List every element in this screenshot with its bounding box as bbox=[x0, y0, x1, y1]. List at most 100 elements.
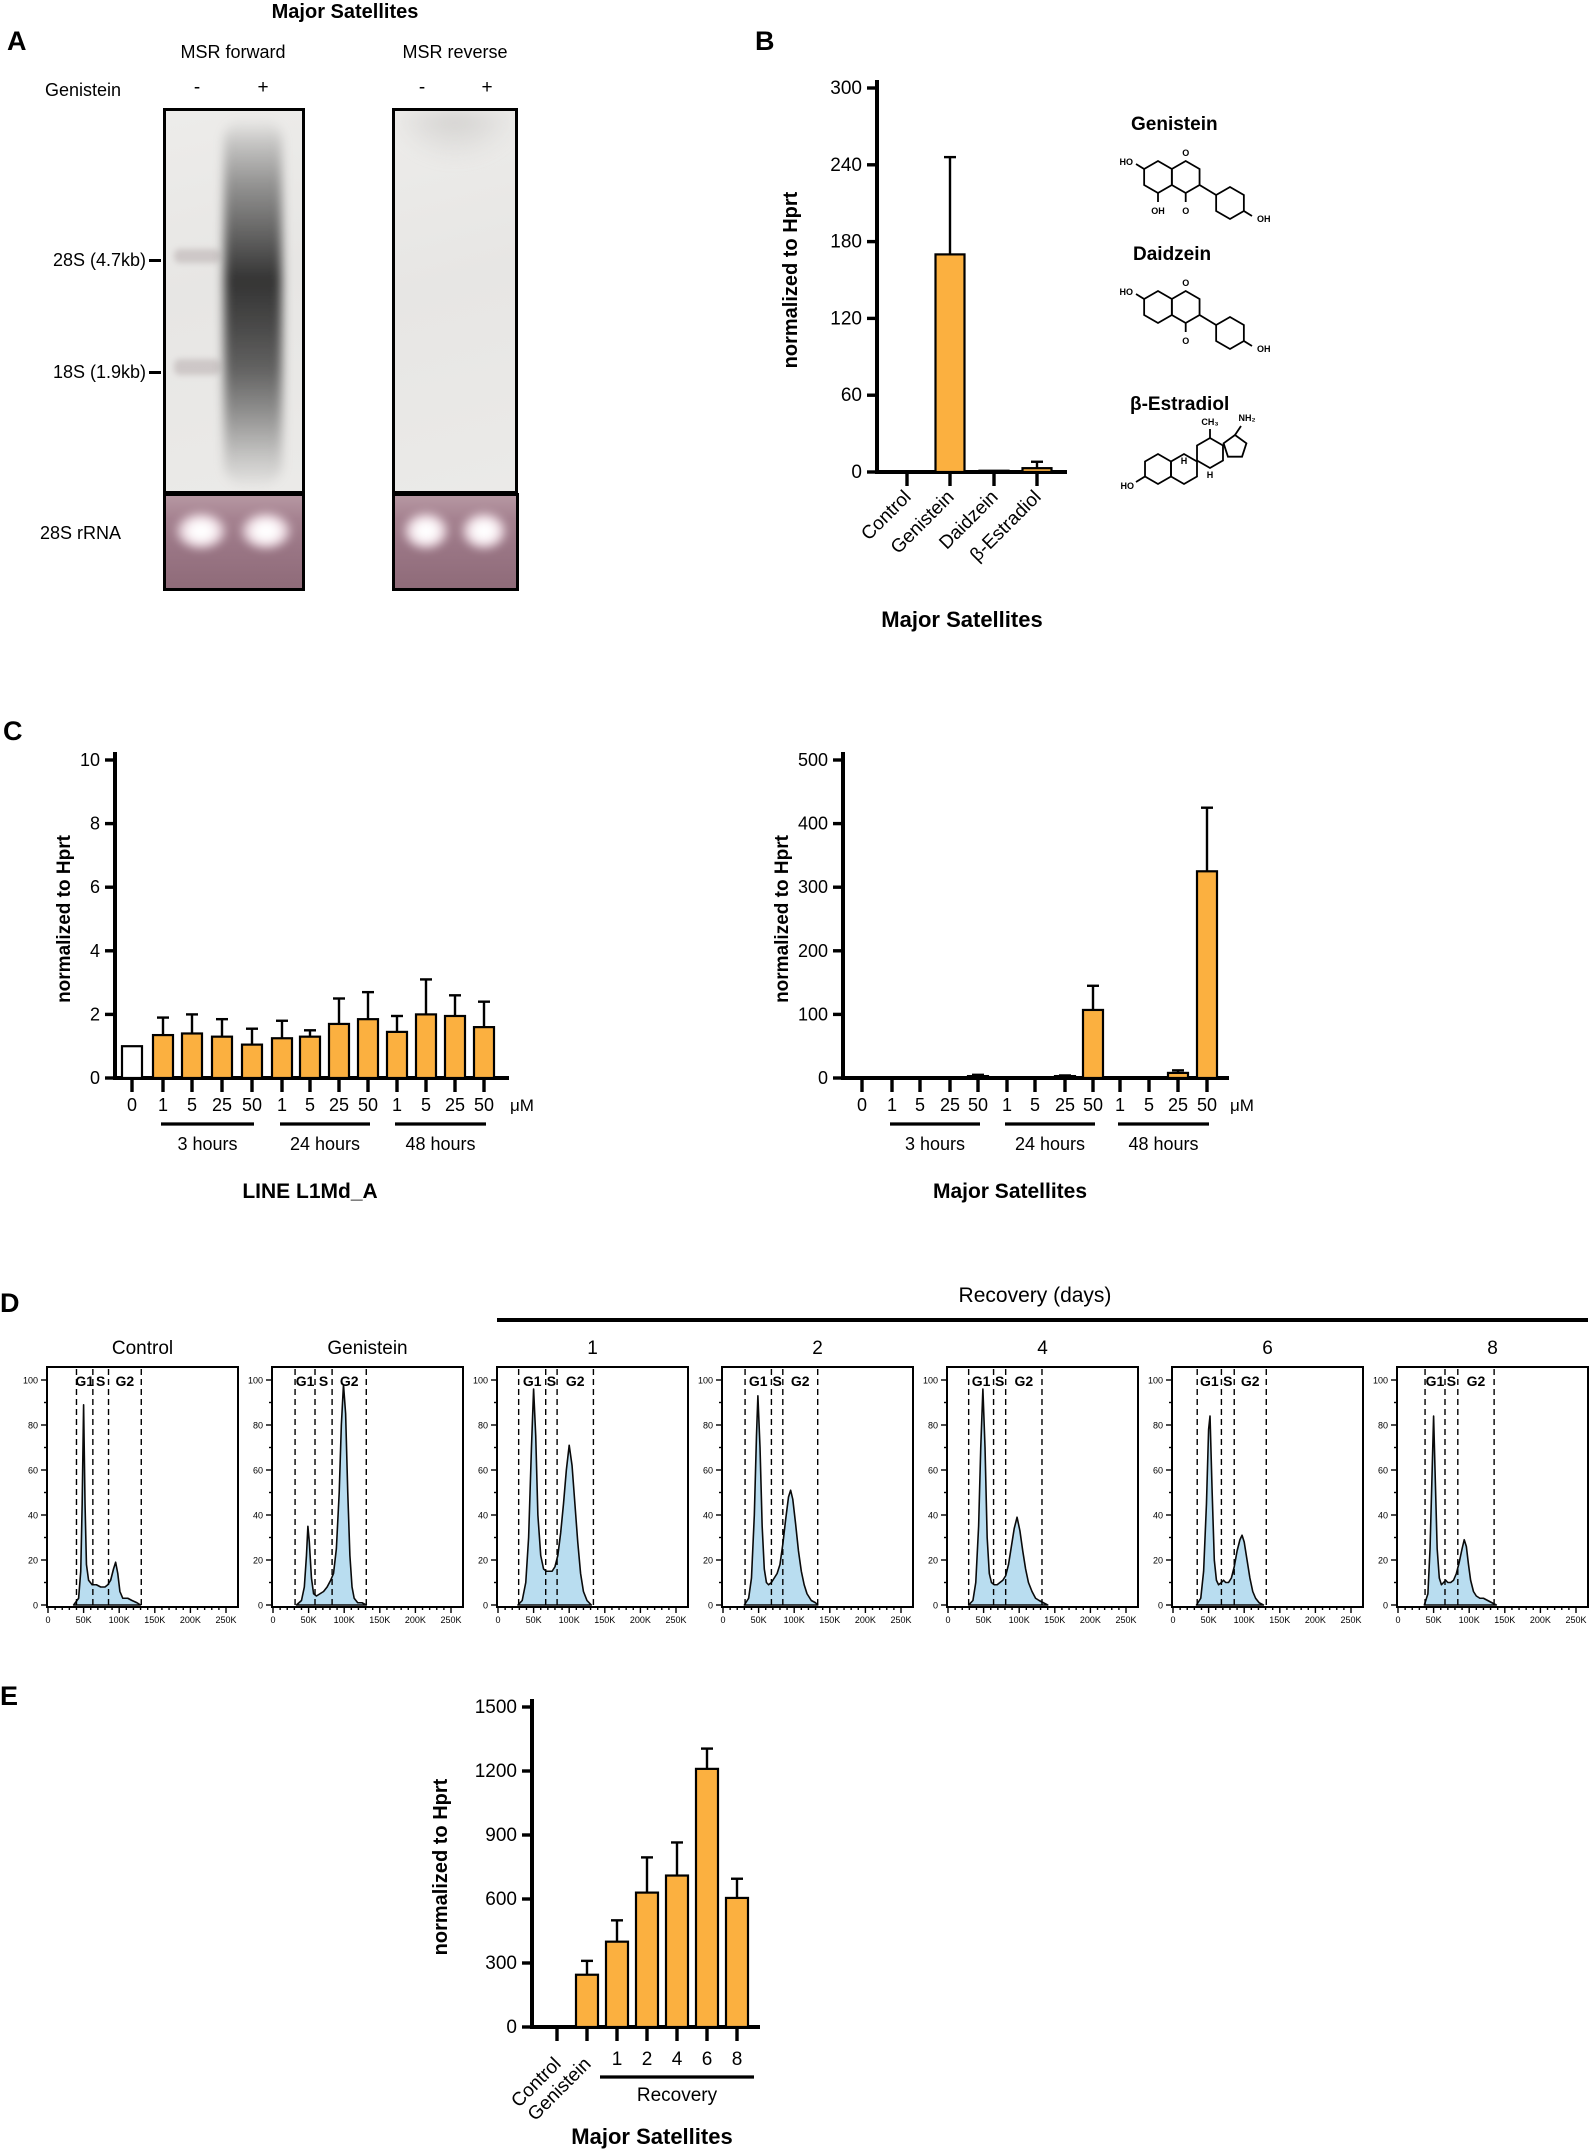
svg-text:5: 5 bbox=[915, 1095, 925, 1115]
subplot-title: Genistein bbox=[327, 1338, 407, 1359]
svg-text:25: 25 bbox=[212, 1095, 232, 1115]
svg-text:80: 80 bbox=[28, 1421, 38, 1431]
dna-content-histogram bbox=[295, 1383, 368, 1606]
blot-shade bbox=[395, 111, 515, 181]
svg-text:80: 80 bbox=[1153, 1421, 1163, 1431]
bars bbox=[880, 806, 1219, 1080]
svg-text:150K: 150K bbox=[1044, 1615, 1065, 1625]
group-bracket: 24 hours bbox=[1005, 1122, 1095, 1154]
svg-text:0: 0 bbox=[857, 1095, 867, 1115]
panel-b-bar-chart: normalized to Hprt 0 60 120 180 240 300 Control… bbox=[780, 78, 1067, 632]
gate-label: S bbox=[319, 1373, 328, 1389]
svg-text:50K: 50K bbox=[301, 1615, 317, 1625]
svg-text:200K: 200K bbox=[855, 1615, 876, 1625]
atom-label: HO bbox=[1120, 287, 1134, 297]
cell-cycle-gates: G1 S G2 bbox=[294, 1369, 367, 1607]
subplot-title: 8 bbox=[1487, 1338, 1498, 1359]
x-axis: 0 50K 100K 150K 200K 250K bbox=[720, 1607, 912, 1625]
svg-text:0: 0 bbox=[483, 1601, 488, 1611]
plus-sign: + bbox=[257, 77, 269, 98]
group-bracket: 24 hours bbox=[280, 1122, 370, 1154]
faint-band bbox=[174, 249, 220, 263]
x-axis: 0 50K 100K 150K 200K 250K bbox=[1170, 1607, 1362, 1625]
gate-label: G1 bbox=[1200, 1373, 1219, 1389]
svg-text:1: 1 bbox=[158, 1095, 168, 1115]
subplot-title: 6 bbox=[1262, 1338, 1273, 1359]
y-axis-label: normalized to Hprt bbox=[430, 1778, 452, 1955]
svg-text:150K: 150K bbox=[369, 1615, 390, 1625]
gate-label: G2 bbox=[1014, 1373, 1033, 1389]
group-bracket: 48 hours bbox=[1118, 1122, 1209, 1154]
dna-content-histogram bbox=[1195, 1415, 1265, 1606]
bars bbox=[934, 155, 1053, 474]
panel-a-label: A bbox=[7, 26, 27, 56]
x-axis bbox=[530, 2025, 760, 2041]
svg-text:60: 60 bbox=[928, 1466, 938, 1476]
svg-text:20: 20 bbox=[703, 1556, 713, 1566]
atom-label: H bbox=[1207, 470, 1214, 480]
x-axis bbox=[113, 1076, 509, 1092]
recovery-days-line bbox=[497, 1318, 1588, 1322]
svg-text:25: 25 bbox=[445, 1095, 465, 1115]
marker-tick bbox=[149, 259, 161, 262]
svg-text:1: 1 bbox=[1115, 1095, 1125, 1115]
svg-text:80: 80 bbox=[928, 1421, 938, 1431]
gate-label: G1 bbox=[1426, 1373, 1445, 1389]
svg-text:0: 0 bbox=[90, 1068, 100, 1088]
marker-28s-label: 28S (4.7kb) bbox=[52, 250, 146, 270]
cell-cycle-gates: G1 S G2 bbox=[744, 1369, 819, 1607]
svg-text:48 hours: 48 hours bbox=[405, 1134, 475, 1154]
svg-text:5: 5 bbox=[1030, 1095, 1040, 1115]
svg-text:0: 0 bbox=[45, 1615, 50, 1625]
svg-text:50: 50 bbox=[1083, 1095, 1103, 1115]
atom-label: O bbox=[1182, 336, 1189, 346]
atom-label: O bbox=[1182, 278, 1189, 288]
svg-text:0: 0 bbox=[1158, 1601, 1163, 1611]
svg-text:200K: 200K bbox=[1530, 1615, 1551, 1625]
svg-text:300: 300 bbox=[485, 1953, 517, 1974]
svg-text:2: 2 bbox=[642, 2049, 653, 2070]
gate-label: G2 bbox=[1241, 1373, 1260, 1389]
y-axis: 0 300 600 900 1200 1500 bbox=[475, 1697, 534, 2038]
x-axis: 0 50K 100K 150K 200K 250K bbox=[270, 1607, 462, 1625]
cell-cycle-gates: G1 S G2 bbox=[967, 1369, 1043, 1607]
chart-title: Major Satellites bbox=[881, 607, 1042, 632]
svg-text:120: 120 bbox=[830, 308, 862, 329]
unit-label: μM bbox=[1230, 1096, 1254, 1115]
svg-text:80: 80 bbox=[703, 1421, 713, 1431]
loading-gel-reverse bbox=[392, 493, 519, 591]
svg-text:40: 40 bbox=[928, 1511, 938, 1521]
panel-a-title: Major Satellites bbox=[271, 1, 419, 23]
svg-text:250K: 250K bbox=[440, 1615, 461, 1625]
subplot-title: Control bbox=[112, 1338, 173, 1359]
gate-label: S bbox=[1447, 1373, 1456, 1389]
svg-text:250K: 250K bbox=[1115, 1615, 1136, 1625]
loading-gel-forward bbox=[163, 493, 305, 591]
atom-label: HO bbox=[1121, 481, 1135, 491]
category-labels: 0 1 5 25 50 1 5 25 50 1 5 25 50 μM bbox=[857, 1095, 1254, 1115]
svg-text:200K: 200K bbox=[180, 1615, 201, 1625]
svg-text:250K: 250K bbox=[1340, 1615, 1361, 1625]
svg-text:24 hours: 24 hours bbox=[1015, 1134, 1085, 1154]
svg-text:40: 40 bbox=[253, 1511, 263, 1521]
svg-text:100K: 100K bbox=[334, 1615, 355, 1625]
svg-text:20: 20 bbox=[253, 1556, 263, 1566]
molecule-name: Genistein bbox=[1131, 114, 1218, 135]
flow-histogram-recovery-1: 1 0 20 40 60 80 100 0 50K 100K 150K 200K 250K G1 S G2 bbox=[473, 1338, 689, 1625]
svg-text:4: 4 bbox=[672, 2049, 683, 2070]
svg-text:100: 100 bbox=[798, 1004, 828, 1024]
marker-18s-label: 18S (1.9kb) bbox=[52, 362, 146, 382]
svg-text:5: 5 bbox=[187, 1095, 197, 1115]
svg-text:50: 50 bbox=[358, 1095, 378, 1115]
bars bbox=[120, 978, 496, 1080]
gate-label: S bbox=[772, 1373, 781, 1389]
svg-text:50: 50 bbox=[242, 1095, 262, 1115]
svg-text:0: 0 bbox=[720, 1615, 725, 1625]
y-axis: 0 60 120 180 240 300 bbox=[830, 78, 879, 483]
svg-text:8: 8 bbox=[90, 814, 100, 834]
blot-reverse-title: MSR reverse bbox=[402, 42, 508, 62]
svg-text:60: 60 bbox=[28, 1466, 38, 1476]
